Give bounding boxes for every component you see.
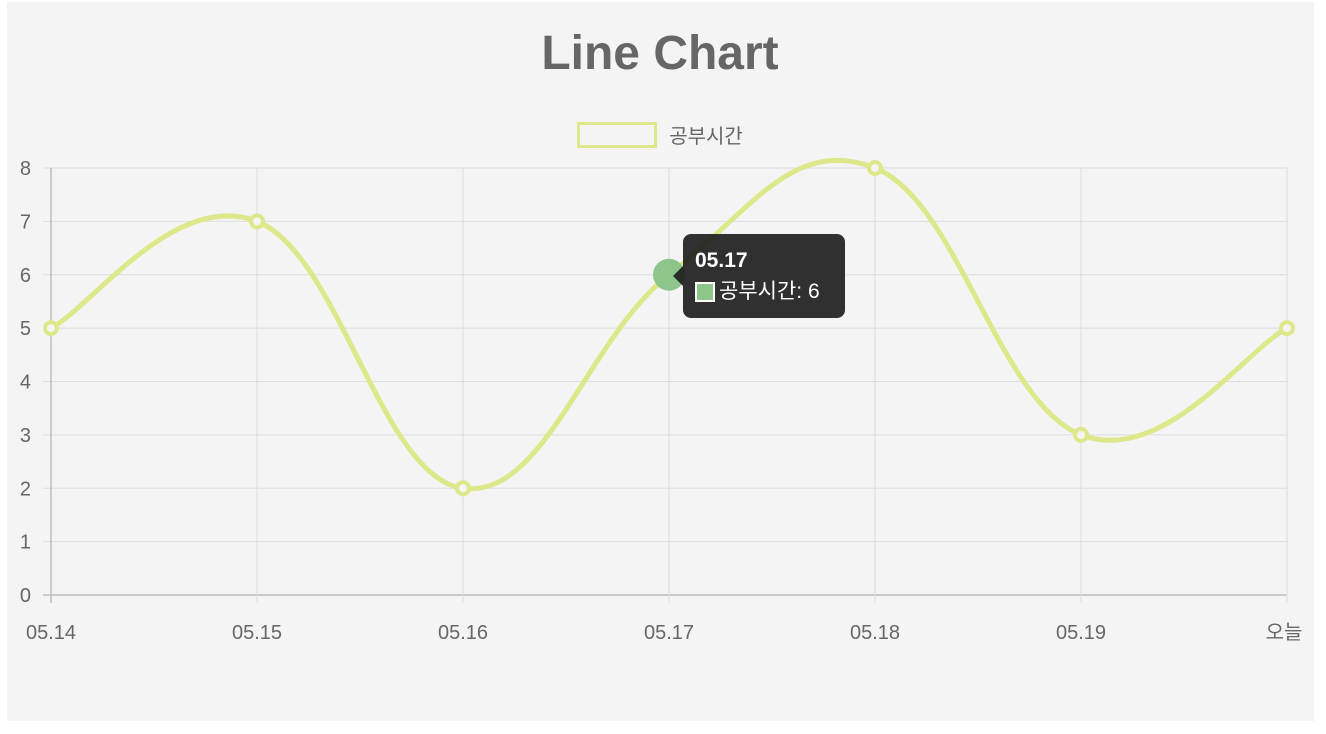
chart-legend[interactable]: 공부시간 [0, 120, 1320, 149]
x-tick-label: 05.14 [26, 622, 76, 644]
y-tick-label: 3 [20, 425, 31, 447]
y-tick-label: 0 [20, 585, 31, 607]
x-tick-label: 오늘 [1266, 621, 1303, 644]
chart-panel [7, 2, 1314, 721]
tooltip-label: 공부시간: 6 [719, 280, 820, 303]
data-point [867, 160, 883, 176]
legend-label[interactable]: 공부시간 [669, 126, 743, 148]
x-tick-label: 05.16 [438, 622, 488, 644]
x-tick-label: 05.18 [850, 622, 900, 644]
y-tick-label: 7 [20, 211, 31, 233]
y-tick-label: 6 [20, 265, 31, 287]
chart-title: Line Chart [541, 27, 779, 80]
tooltip-title: 05.17 [695, 249, 748, 272]
tooltip-row: 공부시간: 6 [695, 278, 833, 306]
x-tick-label: 05.19 [1056, 622, 1106, 644]
y-tick-label: 4 [20, 372, 31, 394]
data-point [1279, 320, 1295, 337]
x-tick-label: 05.17 [644, 622, 694, 644]
data-point [455, 480, 471, 497]
tooltip-color-swatch [695, 282, 715, 302]
data-point [43, 320, 59, 337]
legend-swatch[interactable] [577, 121, 658, 148]
x-tick-label: 05.15 [232, 622, 282, 644]
y-tick-label: 5 [20, 318, 31, 340]
data-point [249, 213, 265, 230]
y-tick-label: 1 [20, 532, 31, 554]
y-tick-label: 2 [20, 478, 31, 500]
data-point [1073, 426, 1089, 443]
y-tick-label: 8 [20, 158, 31, 180]
tooltip: 05.17 공부시간: 6 [673, 234, 845, 318]
